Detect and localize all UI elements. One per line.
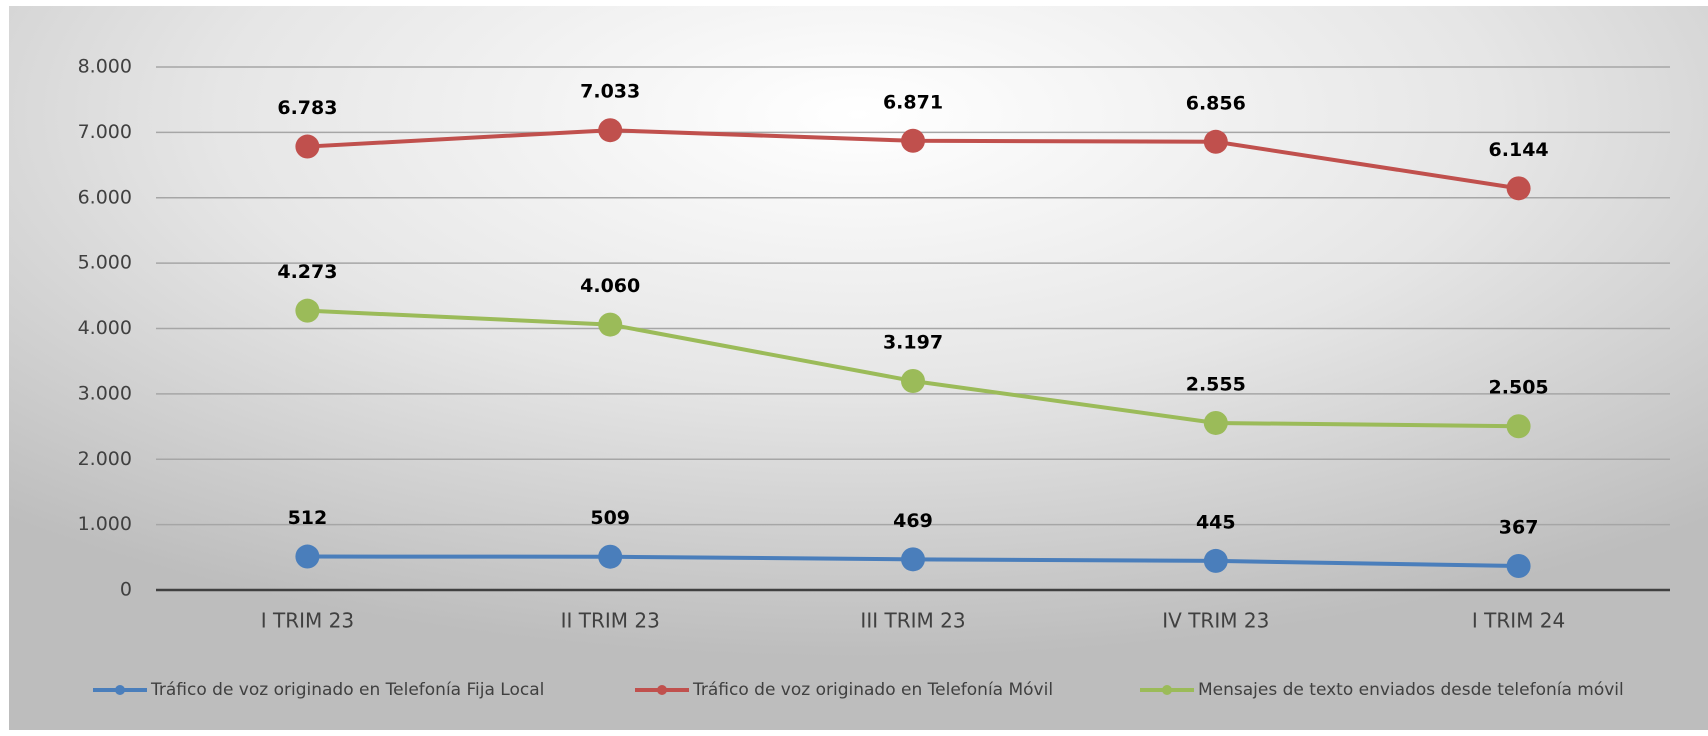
marker xyxy=(1506,414,1531,439)
y-tick-label: 6.000 xyxy=(78,186,132,208)
x-tick-label: I TRIM 24 xyxy=(1472,609,1565,633)
marker xyxy=(598,544,623,569)
y-tick-label: 8.000 xyxy=(78,56,132,78)
data-label: 4.273 xyxy=(277,261,337,283)
marker xyxy=(1203,548,1228,573)
marker xyxy=(1203,410,1228,435)
marker xyxy=(295,298,320,323)
legend-label: Mensajes de texto enviados desde telefon… xyxy=(1198,680,1624,700)
legend-marker xyxy=(1162,685,1172,695)
legend-label: Tráfico de voz originado en Telefonía Mó… xyxy=(692,680,1053,700)
marker xyxy=(1203,129,1228,154)
data-label: 6.856 xyxy=(1186,92,1246,114)
data-label: 367 xyxy=(1499,517,1539,539)
data-label: 2.505 xyxy=(1489,377,1549,399)
y-tick-label: 4.000 xyxy=(78,317,132,339)
x-tick-label: II TRIM 23 xyxy=(561,609,660,633)
y-tick-label: 3.000 xyxy=(78,382,132,404)
marker xyxy=(295,134,320,159)
chart-background xyxy=(9,6,1708,730)
legend-label: Tráfico de voz originado en Telefonía Fi… xyxy=(150,680,544,700)
marker xyxy=(295,544,320,569)
data-label: 4.060 xyxy=(580,275,640,297)
legend-marker xyxy=(657,685,667,695)
x-tick-label: IV TRIM 23 xyxy=(1162,609,1269,633)
x-tick-label: III TRIM 23 xyxy=(860,609,965,633)
x-tick-label: I TRIM 23 xyxy=(261,609,354,633)
marker xyxy=(1506,176,1531,201)
data-label: 469 xyxy=(893,510,933,532)
data-label: 6.871 xyxy=(883,91,943,113)
marker xyxy=(901,128,925,153)
marker xyxy=(598,118,623,143)
y-tick-label: 5.000 xyxy=(78,252,132,274)
y-tick-label: 2.000 xyxy=(78,448,132,470)
marker xyxy=(901,547,925,572)
data-label: 6.144 xyxy=(1489,139,1549,161)
marker xyxy=(598,312,623,337)
marker xyxy=(1506,554,1531,579)
y-tick-label: 0 xyxy=(120,579,132,601)
data-label: 512 xyxy=(288,507,328,529)
data-label: 7.033 xyxy=(580,81,640,103)
data-label: 509 xyxy=(590,507,630,529)
data-label: 6.783 xyxy=(277,97,337,119)
data-label: 3.197 xyxy=(883,331,943,353)
data-label: 2.555 xyxy=(1186,373,1246,395)
y-tick-label: 1.000 xyxy=(78,513,132,535)
data-label: 445 xyxy=(1196,511,1236,533)
marker xyxy=(901,368,925,393)
legend-marker xyxy=(115,685,125,695)
y-tick-label: 7.000 xyxy=(78,121,132,143)
